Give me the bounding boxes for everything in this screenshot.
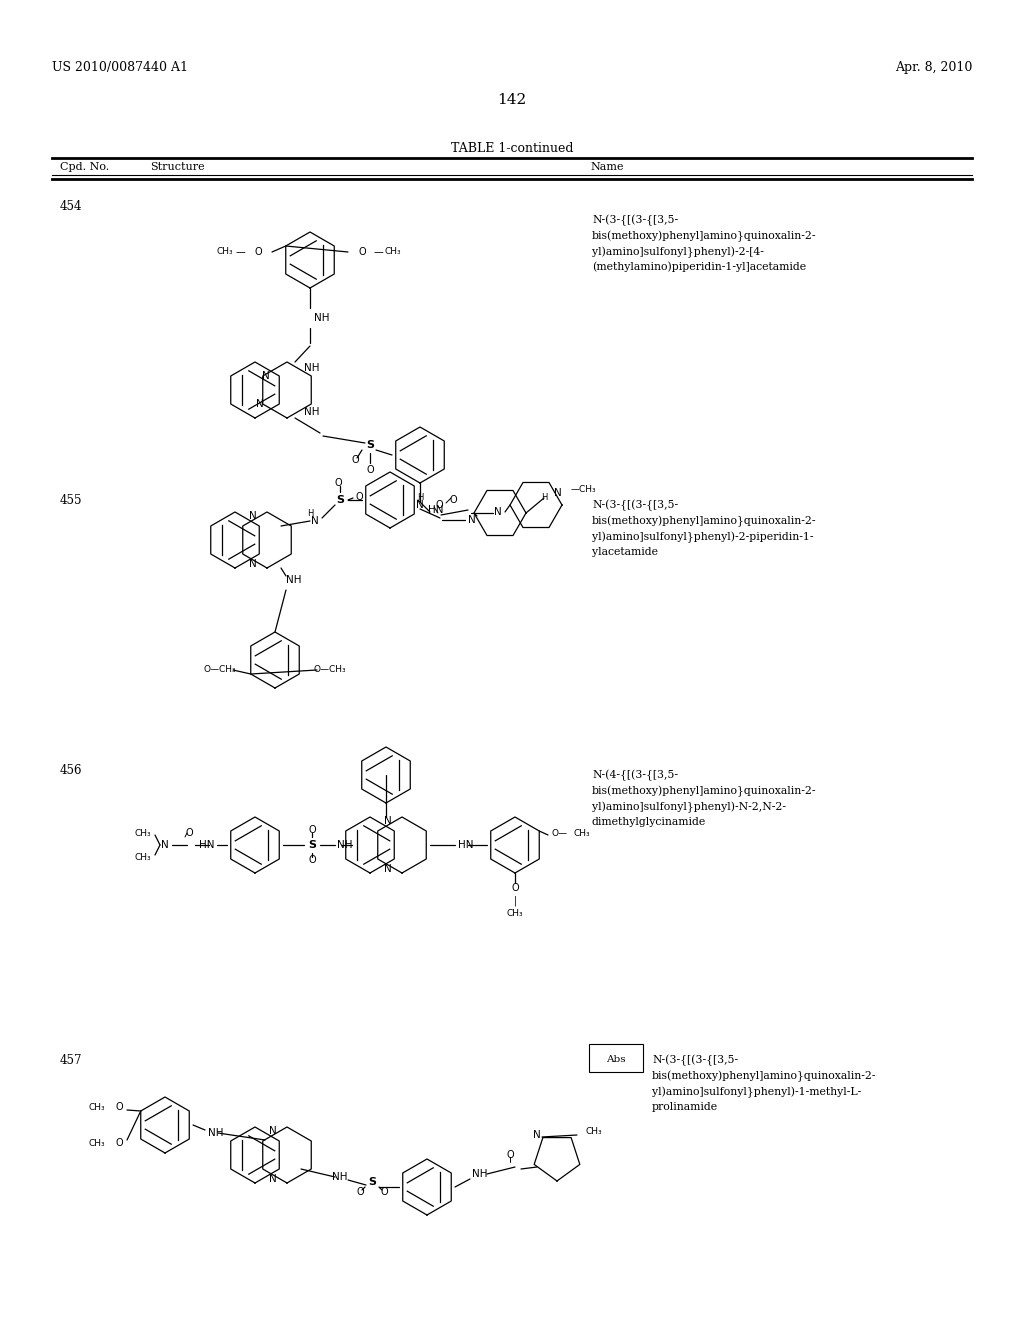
Text: N-(3-{[(3-{[3,5-
bis(methoxy)phenyl]amino}quinoxalin-2-
yl)amino]sulfonyl}phenyl: N-(3-{[(3-{[3,5- bis(methoxy)phenyl]amin… [592, 215, 816, 272]
Text: N: N [256, 399, 263, 409]
Text: N: N [269, 1126, 276, 1137]
Text: O: O [308, 855, 315, 865]
Text: N-(4-{[(3-{[3,5-
bis(methoxy)phenyl]amino}quinoxalin-2-
yl)amino]sulfonyl}phenyl: N-(4-{[(3-{[3,5- bis(methoxy)phenyl]amin… [592, 770, 816, 826]
Text: O: O [506, 1150, 514, 1160]
Text: S: S [366, 440, 374, 450]
Text: O: O [351, 455, 358, 465]
Text: —CH₃: —CH₃ [571, 484, 597, 494]
Text: Apr. 8, 2010: Apr. 8, 2010 [895, 62, 972, 74]
Text: S: S [308, 840, 316, 850]
Text: NH: NH [304, 408, 319, 417]
Text: O: O [254, 247, 262, 257]
Text: N-(3-{[(3-{[3,5-
bis(methoxy)phenyl]amino}quinoxalin-2-
yl)amino]sulfonyl}phenyl: N-(3-{[(3-{[3,5- bis(methoxy)phenyl]amin… [652, 1055, 877, 1111]
Text: O: O [308, 825, 315, 836]
Text: HN: HN [428, 506, 443, 515]
Text: —: — [236, 247, 245, 257]
Text: O: O [367, 465, 374, 475]
Text: S: S [368, 1177, 376, 1187]
Text: H: H [541, 494, 547, 503]
Text: NH: NH [208, 1129, 223, 1138]
Text: HN: HN [458, 840, 473, 850]
Text: 454: 454 [60, 199, 83, 213]
Text: CH₃: CH₃ [385, 248, 401, 256]
Text: 142: 142 [498, 92, 526, 107]
Text: O: O [356, 492, 364, 502]
Text: O: O [185, 828, 193, 838]
Text: 456: 456 [60, 763, 83, 776]
Text: O: O [511, 883, 519, 894]
Text: N: N [311, 516, 318, 525]
Text: O—: O— [551, 829, 567, 837]
Text: O: O [358, 247, 366, 257]
Text: NH: NH [314, 313, 330, 323]
Text: N: N [249, 558, 257, 569]
Text: Structure: Structure [150, 162, 205, 172]
Text: S: S [336, 495, 344, 506]
Text: NH: NH [332, 1172, 348, 1181]
Text: H: H [307, 508, 313, 517]
Text: CH₃: CH₃ [217, 248, 233, 256]
Text: CH₃: CH₃ [507, 908, 523, 917]
Text: Cpd. No.: Cpd. No. [60, 162, 110, 172]
Text: O: O [356, 1187, 364, 1197]
Text: O—CH₃: O—CH₃ [313, 665, 346, 675]
Text: O: O [450, 495, 457, 506]
Text: N: N [269, 1173, 276, 1184]
Text: O—CH₃: O—CH₃ [204, 665, 237, 675]
Text: H: H [417, 492, 423, 502]
Text: NH: NH [286, 576, 301, 585]
Text: O: O [334, 478, 342, 488]
Text: 455: 455 [60, 494, 83, 507]
Text: N-(3-{[(3-{[3,5-
bis(methoxy)phenyl]amino}quinoxalin-2-
yl)amino]sulfonyl}phenyl: N-(3-{[(3-{[3,5- bis(methoxy)phenyl]amin… [592, 500, 816, 557]
Text: NH: NH [304, 363, 319, 372]
Text: TABLE 1-continued: TABLE 1-continued [451, 141, 573, 154]
FancyBboxPatch shape [589, 1044, 643, 1072]
Text: —: — [373, 247, 383, 257]
Text: O: O [380, 1187, 388, 1197]
Text: CH₃: CH₃ [134, 829, 151, 837]
Text: Name: Name [590, 162, 624, 172]
Text: |: | [513, 896, 517, 907]
Text: O: O [115, 1138, 123, 1148]
Text: N: N [416, 500, 424, 510]
Text: N: N [249, 511, 257, 521]
Text: CH₃: CH₃ [585, 1127, 602, 1137]
Text: CH₃: CH₃ [134, 853, 151, 862]
Text: CH₃: CH₃ [88, 1138, 105, 1147]
Text: NH: NH [337, 840, 352, 850]
Text: O: O [115, 1102, 123, 1111]
Text: N: N [262, 371, 269, 381]
Text: N: N [384, 863, 392, 874]
Text: N: N [554, 488, 562, 498]
Text: US 2010/0087440 A1: US 2010/0087440 A1 [52, 62, 188, 74]
Text: N: N [495, 507, 502, 517]
Text: HN: HN [200, 840, 215, 850]
Text: N: N [534, 1130, 541, 1140]
Text: N: N [161, 840, 169, 850]
Text: NH: NH [472, 1170, 487, 1179]
Text: CH₃: CH₃ [88, 1102, 105, 1111]
Text: N: N [384, 816, 392, 826]
Text: N: N [468, 515, 476, 525]
Text: O: O [435, 500, 442, 510]
Text: Abs: Abs [606, 1056, 626, 1064]
Text: 457: 457 [60, 1053, 83, 1067]
Text: CH₃: CH₃ [573, 829, 590, 837]
